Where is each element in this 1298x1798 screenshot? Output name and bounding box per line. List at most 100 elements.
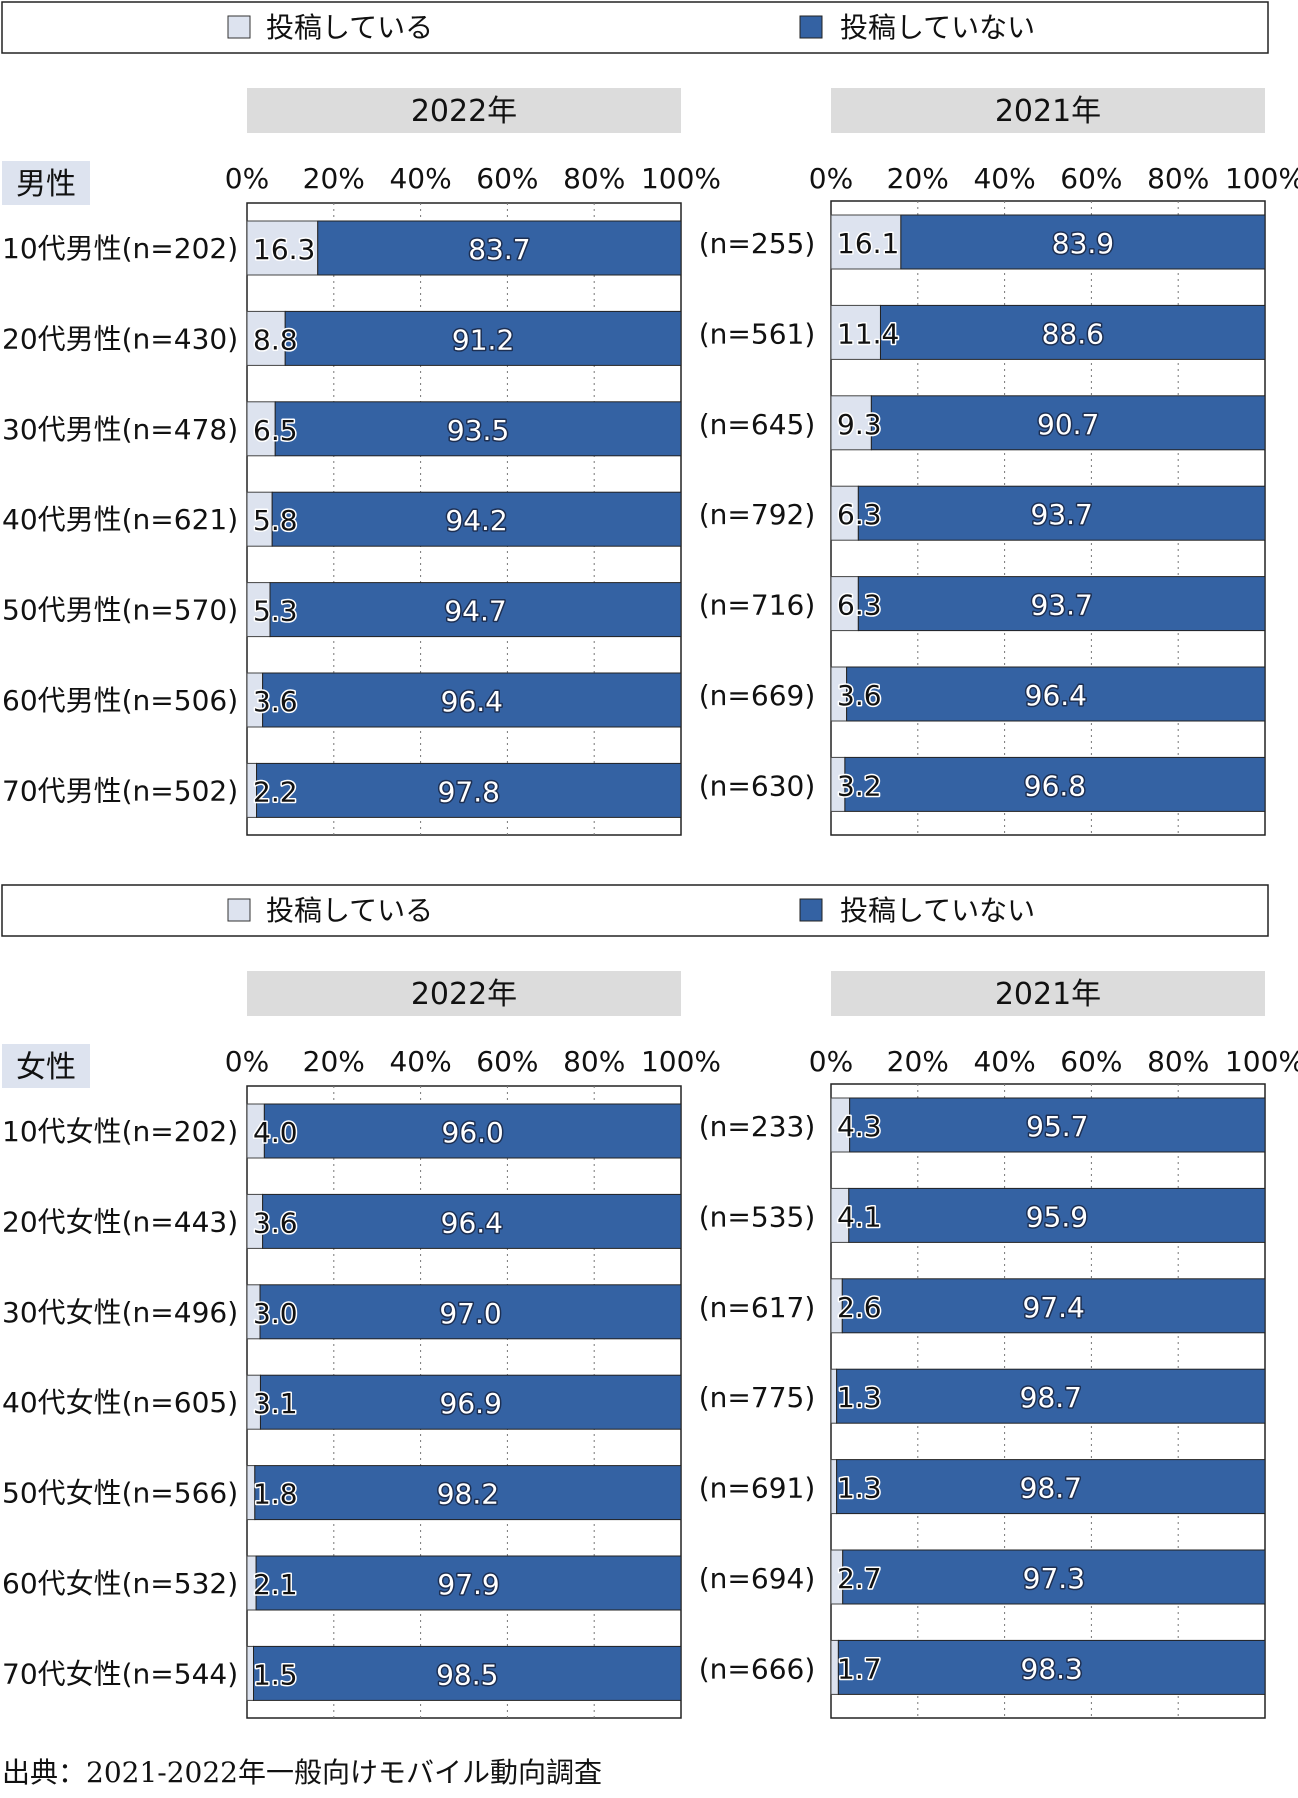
axis-tick-label: 100% (1225, 162, 1298, 195)
axis-tick-label: 100% (1225, 1045, 1298, 1078)
bar-not-posting (837, 1639, 1266, 1695)
legend-label-posting: 投稿している (266, 11, 433, 44)
bar-not-posting (870, 395, 1266, 451)
year-title: 2021年 (995, 977, 1101, 1012)
axis-tick-label: 40% (973, 162, 1035, 195)
row-label: 40代女性(n=605) (2, 1386, 238, 1419)
data-label-posting: 3.1 (253, 1387, 298, 1420)
axis-tick-label: 20% (303, 162, 365, 195)
n-2021-label: (n=716) (699, 589, 816, 622)
bar-not-posting (263, 1103, 682, 1159)
source-note: 出典：2021-2022年一般向けモバイル動向調査 (2, 1756, 602, 1789)
legend-swatch-not-posting (799, 898, 823, 922)
data-label-not-posting: 91.2 (452, 323, 514, 356)
bar-posting (830, 485, 859, 541)
axis-tick-label: 0% (225, 1045, 269, 1078)
gender-label: 女性 (16, 1050, 76, 1085)
bar-not-posting (255, 1555, 682, 1611)
data-label-posting: 6.5 (253, 414, 298, 447)
bar-not-posting (274, 401, 682, 457)
axis-tick-label: 20% (887, 1045, 949, 1078)
bar-posting (830, 1459, 838, 1515)
data-label-not-posting: 83.7 (468, 233, 530, 266)
legend-box (1, 884, 1269, 937)
legend-0: 投稿している 投稿していない (1, 1, 1269, 54)
panel-0-2021: 2021年 0% 20% 40% 60% 80% 100% 16.1 83.9 11.4 88.6 9… (809, 88, 1298, 836)
legend-label-posting: 投稿している (266, 894, 433, 927)
bar-posting (246, 310, 286, 366)
legend-swatch-not-posting (799, 15, 823, 39)
axis-tick-label: 40% (973, 1045, 1035, 1078)
panel-1-2021: 2021年 0% 20% 40% 60% 80% 100% 4.3 95.7 4.1 95.9 2.6… (809, 971, 1298, 1719)
bar-not-posting (271, 491, 682, 547)
n-2021-label: (n=535) (699, 1200, 816, 1233)
axis-tick-label: 0% (809, 162, 853, 195)
data-label-posting: 9.3 (837, 408, 882, 441)
bar-not-posting (253, 1645, 682, 1701)
n-2021-label: (n=792) (699, 498, 816, 531)
data-label-not-posting: 93.7 (1030, 498, 1092, 531)
data-label-posting: 4.3 (837, 1110, 882, 1143)
row-label: 50代女性(n=566) (2, 1477, 238, 1510)
data-label-not-posting: 96.4 (441, 1206, 503, 1239)
bar-not-posting (857, 485, 1266, 541)
data-label-posting: 16.3 (253, 233, 315, 266)
data-label-not-posting: 97.4 (1022, 1291, 1084, 1324)
bar-not-posting (259, 1284, 682, 1340)
legend-swatch-posting (227, 898, 251, 922)
row-label: 30代男性(n=478) (2, 413, 238, 446)
year-title: 2022年 (411, 94, 517, 129)
data-label-posting: 2.2 (253, 775, 298, 808)
n-2021-label: (n=617) (699, 1291, 816, 1324)
axis-tick-label: 60% (1060, 1045, 1122, 1078)
n-2021-label: (n=561) (699, 317, 816, 350)
bar-not-posting (284, 310, 682, 366)
data-label-posting: 16.1 (837, 227, 899, 260)
n-2021-label: (n=630) (699, 769, 816, 802)
bar-posting (830, 395, 872, 451)
bar-not-posting (879, 304, 1266, 360)
legend-1: 投稿している 投稿していない (1, 884, 1269, 937)
axis-tick-label: 0% (809, 1045, 853, 1078)
bar-not-posting (900, 214, 1266, 270)
bar-not-posting (262, 1193, 682, 1249)
data-label-not-posting: 97.9 (437, 1568, 499, 1601)
bar-not-posting (857, 576, 1266, 632)
row-label: 70代女性(n=544) (2, 1657, 238, 1690)
bar-posting (830, 214, 902, 270)
n-2021-label: (n=669) (699, 679, 816, 712)
data-label-posting: 5.3 (253, 595, 298, 628)
axis-tick-label: 60% (1060, 162, 1122, 195)
bar-not-posting (836, 1459, 1266, 1515)
data-label-not-posting: 98.2 (437, 1478, 499, 1511)
n-2021-label: (n=775) (699, 1381, 816, 1414)
data-label-not-posting: 83.9 (1052, 227, 1114, 260)
data-label-posting: 8.8 (253, 323, 298, 356)
data-label-posting: 3.6 (253, 685, 298, 718)
bar-not-posting (254, 1465, 682, 1521)
axis-tick-label: 80% (563, 162, 625, 195)
data-label-posting: 2.7 (837, 1562, 882, 1595)
legend-label-not-posting: 投稿していない (840, 894, 1035, 927)
n-2021-label: (n=645) (699, 408, 816, 441)
data-label-not-posting: 97.3 (1023, 1562, 1085, 1595)
data-label-not-posting: 95.7 (1026, 1110, 1088, 1143)
panel-1-2022: 2022年 0% 20% 40% 60% 80% 100% 4.0 96.0 3.6 96.4 3.0… (225, 971, 721, 1719)
legend-swatch-posting (227, 15, 251, 39)
data-label-not-posting: 93.5 (447, 414, 509, 447)
gender-label-box (2, 161, 90, 205)
gender-label: 男性 (16, 167, 76, 202)
data-label-not-posting: 97.8 (438, 775, 500, 808)
data-label-posting: 1.3 (837, 1381, 882, 1414)
bar-posting (246, 491, 273, 547)
panel-0-2022: 2022年 0% 20% 40% 60% 80% 100% 16.3 83.7 8.8 91.2 6.… (225, 88, 721, 836)
bar-not-posting (842, 1549, 1266, 1605)
data-label-posting: 3.6 (253, 1206, 298, 1239)
gender-label-box (2, 1044, 90, 1088)
bar-not-posting (848, 1187, 1266, 1243)
bar-not-posting (262, 672, 682, 728)
axis-tick-label: 80% (1147, 1045, 1209, 1078)
year-title: 2021年 (995, 94, 1101, 129)
data-label-posting: 1.8 (253, 1478, 298, 1511)
data-label-not-posting: 93.7 (1030, 589, 1092, 622)
